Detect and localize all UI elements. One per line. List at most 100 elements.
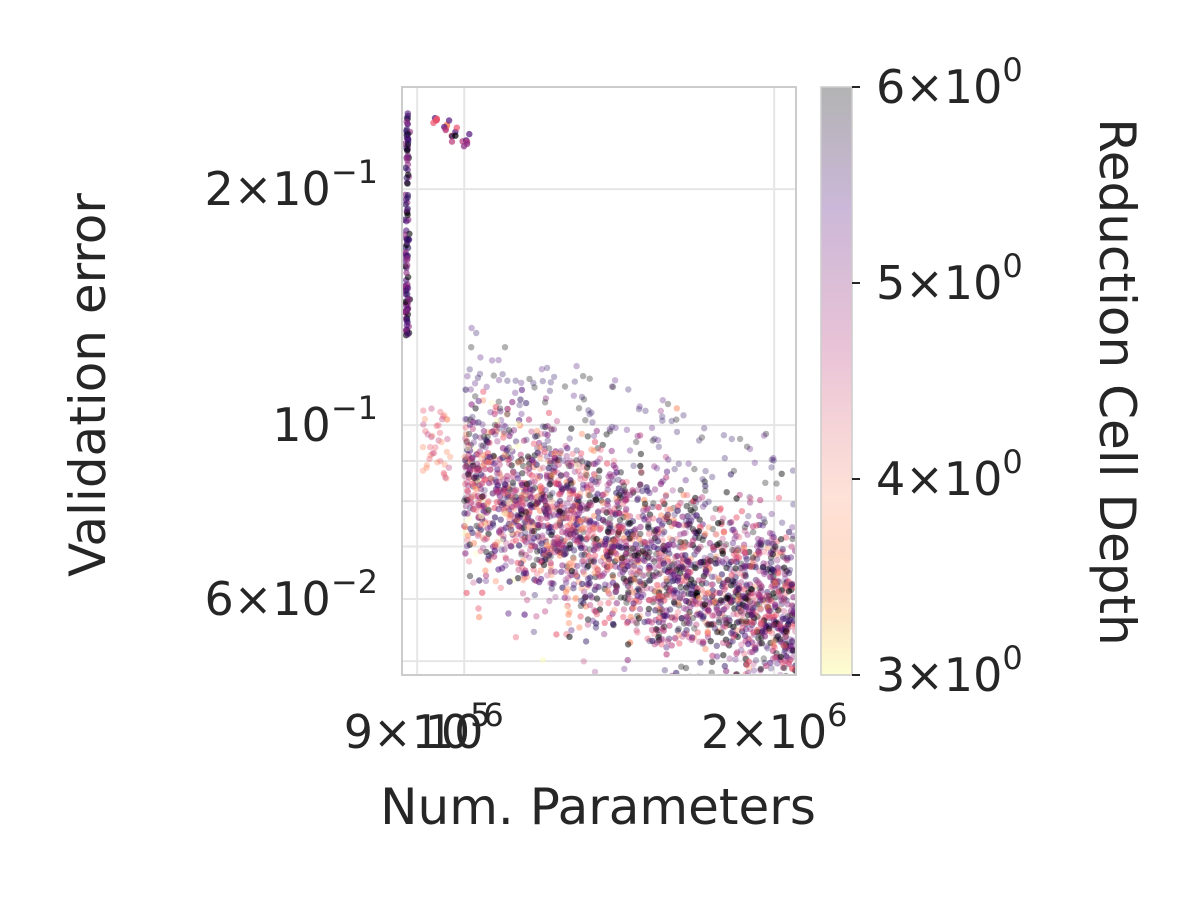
data-point — [658, 522, 665, 529]
data-point — [627, 576, 634, 583]
data-point — [722, 583, 729, 590]
data-point — [697, 543, 704, 550]
data-point — [730, 623, 737, 631]
data-point — [495, 376, 503, 384]
data-point — [564, 602, 571, 610]
data-point — [630, 569, 637, 577]
data-point — [462, 502, 470, 510]
data-point — [661, 515, 668, 523]
data-point — [544, 572, 551, 579]
data-point — [646, 549, 653, 556]
data-point — [673, 669, 680, 675]
data-point — [473, 465, 481, 473]
data-point — [776, 621, 784, 629]
data-point — [611, 377, 619, 384]
data-point — [556, 519, 564, 526]
data-point — [761, 570, 768, 578]
data-point — [463, 416, 471, 423]
data-point — [534, 432, 541, 439]
data-point — [538, 366, 546, 373]
data-point — [635, 406, 643, 413]
data-point — [437, 457, 444, 465]
data-point — [486, 439, 493, 446]
data-point — [436, 429, 444, 436]
data-point — [541, 430, 549, 437]
data-point — [720, 432, 728, 439]
data-point — [747, 625, 754, 633]
data-point — [672, 520, 679, 527]
data-point — [642, 550, 649, 558]
data-point — [629, 553, 636, 560]
data-point — [594, 445, 601, 452]
data-point — [584, 533, 592, 541]
data-point — [689, 614, 697, 622]
data-point — [648, 424, 656, 432]
data-point — [616, 517, 624, 524]
data-point — [698, 580, 706, 587]
data-point — [488, 475, 495, 482]
data-point — [604, 486, 611, 493]
data-point — [566, 514, 573, 522]
data-point — [791, 547, 796, 555]
data-point — [524, 534, 532, 541]
data-point — [521, 488, 528, 495]
data-point — [470, 462, 477, 469]
data-point — [755, 591, 763, 599]
data-point — [623, 538, 630, 545]
data-point — [670, 711, 676, 717]
data-point — [757, 544, 764, 551]
data-point — [652, 607, 659, 614]
data-point — [705, 607, 712, 614]
data-point — [756, 580, 763, 587]
data-point — [605, 536, 612, 543]
data-point — [758, 640, 765, 647]
data-point — [621, 491, 628, 499]
data-point — [475, 613, 483, 621]
data-point — [466, 572, 474, 580]
data-point — [487, 466, 494, 473]
data-point — [642, 407, 649, 414]
data-point — [604, 550, 611, 557]
data-point — [691, 465, 698, 473]
data-point — [591, 438, 599, 446]
data-point — [735, 618, 742, 625]
data-point — [648, 555, 656, 563]
data-point — [649, 637, 656, 645]
data-point — [703, 580, 710, 587]
data-point — [767, 665, 775, 672]
data-point — [679, 557, 686, 565]
data-point — [478, 513, 485, 520]
data-point — [522, 486, 529, 493]
data-point — [645, 521, 652, 528]
data-point — [551, 464, 558, 471]
data-point — [660, 546, 667, 553]
data-point — [652, 572, 659, 580]
data-point — [587, 592, 594, 599]
data-point — [749, 523, 757, 530]
data-point — [500, 422, 507, 429]
data-point — [623, 513, 630, 521]
data-point — [481, 460, 488, 467]
data-point — [509, 473, 516, 481]
data-point — [683, 584, 690, 591]
data-point — [699, 476, 706, 483]
data-point — [750, 629, 757, 636]
data-point — [590, 460, 597, 468]
data-point — [734, 596, 741, 604]
data-point — [735, 554, 743, 561]
data-point — [570, 554, 577, 561]
data-point — [480, 388, 487, 395]
data-point — [597, 497, 605, 504]
data-point — [443, 416, 451, 423]
data-point — [528, 428, 535, 435]
data-point — [462, 463, 469, 470]
data-point — [573, 502, 580, 509]
data-point — [666, 622, 673, 629]
data-point — [576, 504, 584, 511]
data-point — [445, 117, 453, 124]
data-point — [782, 628, 790, 635]
data-point — [695, 545, 702, 553]
data-point — [530, 440, 538, 447]
data-point — [480, 427, 488, 435]
data-point — [463, 140, 471, 148]
